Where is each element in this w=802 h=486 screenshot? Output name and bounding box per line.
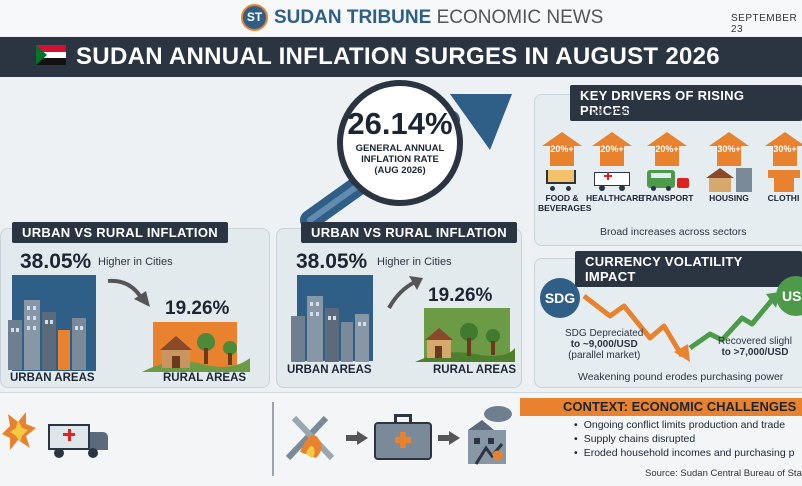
headline-stat-line1: GENERAL ANNUAL <box>355 143 445 154</box>
urban-label-left: URBAN AREAS <box>10 372 95 384</box>
driver-item: 20%+ HEALTHCARE <box>586 132 644 232</box>
header-bar: ST SUDAN TRIBUNE ECONOMIC NEWS SEPTEMBER… <box>0 0 802 36</box>
arrow-right-icon <box>346 431 368 445</box>
context-title: CONTEXT: ECONOMIC CHALLENGES <box>563 399 797 414</box>
up-arrow-icon: 30%+ <box>709 132 749 166</box>
recovery-text: Recovered slighl to >7,000/USD <box>718 336 792 358</box>
ambulance-truck-icon <box>48 420 110 464</box>
currency-trend-graphic <box>582 292 780 362</box>
driver-label: CLOTHI <box>767 193 800 203</box>
curved-arrow-up-icon <box>387 276 423 309</box>
driver-item: 30%+ HOUSING <box>700 132 758 232</box>
dep-line2: to ~9,000/USD <box>570 339 638 350</box>
usd-coin-icon: US <box>776 276 802 316</box>
context-banner <box>520 398 802 416</box>
up-arrow-icon: 20%+ <box>647 132 687 166</box>
driver-label: FOOD & <box>545 193 579 203</box>
drivers-title: KEY DRIVERS OF RISING PRICES <box>570 85 802 121</box>
brand-name: SUDAN TRIBUNE ECONOMIC NEWS <box>274 7 604 28</box>
urban-note-mid: Higher in Cities <box>377 256 452 268</box>
dep-line1: SDG Depreciated <box>565 328 644 339</box>
headline-stat-circle: 26.14% GENERAL ANNUAL INFLATION RATE (AU… <box>337 80 463 206</box>
village-icon-mid <box>415 323 515 362</box>
medical-kit-icon <box>374 412 432 462</box>
bus-icon <box>645 168 689 192</box>
curved-arrow-down-icon <box>107 278 150 307</box>
house-icon <box>704 168 754 192</box>
headline-stat-line2: INFLATION RATE <box>361 154 439 165</box>
headline-stat-line3: (AUG 2026) <box>374 165 426 176</box>
driver-label: HOUSING <box>709 193 749 203</box>
currency-title: CURRENCY VOLATILITY IMPACT <box>575 251 802 287</box>
driver-pct: 20%+ <box>655 144 679 154</box>
context-bullet: • Eroded household incomes and purchasing… <box>574 447 795 459</box>
driver-item: 20%+ FOOD & BEVERAGES <box>538 132 592 232</box>
rural-label-mid: RURAL AREAS <box>433 364 517 376</box>
drivers-footer: Broad increases across sectors <box>600 226 747 238</box>
crossed-swords-icon <box>285 415 335 461</box>
source-note: Source: Sudan Central Bureau of Sta <box>645 468 802 479</box>
urban-note-left: Higher in Cities <box>98 256 173 268</box>
driver-pct: 20%+ <box>600 144 624 154</box>
depreciation-text: SDG Depreciated to ~9,000/USD (parallel … <box>565 328 643 361</box>
shirt-icon <box>767 168 800 192</box>
city-skyline-left <box>8 300 86 370</box>
dep-line3: (parallel market) <box>568 350 641 361</box>
up-arrow-icon: 30%+ <box>765 132 802 166</box>
context-bullet: • Supply chains disrupted <box>574 433 696 445</box>
header-date: SEPTEMBER 23 <box>731 13 798 35</box>
context-bullet: • Ongoing conflict limits production and … <box>574 419 786 431</box>
driver-label: HEALTHCARE <box>586 193 644 203</box>
urban-rural-title-left: URBAN VS RURAL INFLATION <box>12 222 228 243</box>
rec-line2: to >7,000/USD <box>721 347 789 358</box>
driver-pct: 20%+ <box>550 144 574 154</box>
arrow-right-icon <box>438 431 460 445</box>
up-arrow-icon: 20%+ <box>542 132 582 166</box>
context-bullets: • Ongoing conflict limits production and … <box>574 418 794 460</box>
explosion-icon <box>2 412 36 450</box>
rural-value-mid: 19.26% <box>428 285 493 306</box>
rural-label-left: RURAL AREAS <box>163 372 247 384</box>
divider <box>272 402 274 476</box>
rec-line1: Recovered slighl <box>718 336 792 347</box>
page-title: SUDAN ANNUAL INFLATION SURGES IN AUGUST … <box>76 43 720 70</box>
sdg-coin-icon: SDG <box>540 278 580 318</box>
headline-stat-value: 26.14% <box>347 106 453 141</box>
currency-footer: Weakening pound erodes purchasing power <box>578 371 784 383</box>
urban-label-mid: URBAN AREAS <box>287 364 372 376</box>
driver-label: TRANSPORT <box>640 193 694 203</box>
driver-item: 30%+ CLOTHI <box>765 132 802 232</box>
village-icon-left <box>142 333 250 372</box>
driver-item: 20%+ TRANSPORT <box>640 132 694 232</box>
ambulance-icon <box>592 168 632 192</box>
driver-pct: 30%+ <box>717 144 741 154</box>
up-arrow-icon: 20%+ <box>592 132 632 166</box>
sudan-flag-icon <box>36 45 66 65</box>
city-skyline-mid <box>291 296 369 362</box>
drivers-subtitle: (not irrustrative of high categories, e.… <box>588 106 754 117</box>
damaged-building-icon <box>468 406 512 465</box>
rural-value-left: 19.26% <box>165 298 230 319</box>
title-banner: SUDAN ANNUAL INFLATION SURGES IN AUGUST … <box>0 37 802 77</box>
logo-icon: ST <box>241 4 268 31</box>
urban-value-mid: 38.05% <box>296 250 368 273</box>
brand-suffix: ECONOMIC NEWS <box>436 7 604 28</box>
urban-value-left: 38.05% <box>20 250 92 273</box>
driver-label-2: BEVERAGES <box>538 203 592 213</box>
driver-pct: 30%+ <box>773 144 797 154</box>
urban-rural-title-mid: URBAN VS RURAL INFLATION <box>301 222 517 243</box>
shopping-cart-icon <box>542 168 582 192</box>
